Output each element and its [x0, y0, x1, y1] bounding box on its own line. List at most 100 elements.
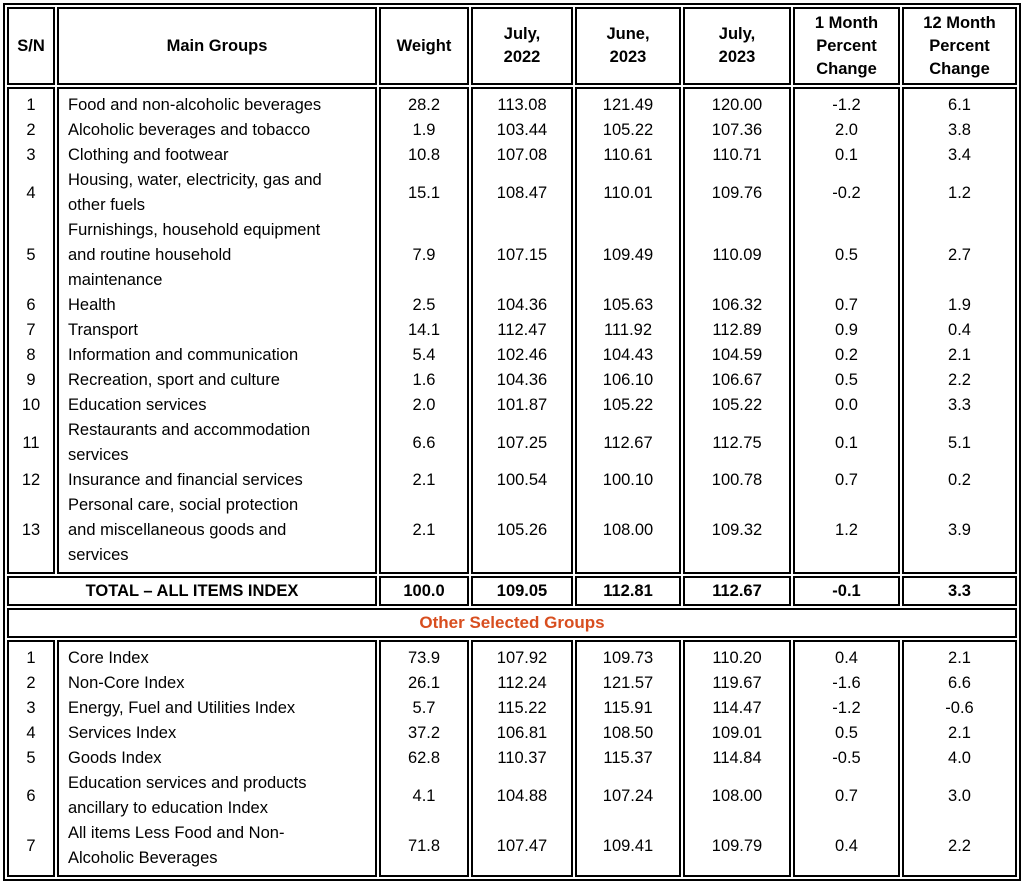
group-name: Housing, water, electricity, gas and oth… — [68, 171, 322, 214]
cell-value: 2.1 — [412, 521, 436, 539]
cell-value: 105.63 — [602, 296, 654, 314]
cell-value: 1.9 — [948, 296, 971, 314]
cell-value: 0.1 — [835, 146, 858, 164]
cell-value: 113.08 — [497, 96, 547, 114]
row-sn: 1 — [26, 649, 36, 667]
cell-value: 105.22 — [711, 396, 763, 414]
total-1-month-change: -0.1 — [793, 576, 900, 606]
column-header-july-2022: July, 2022 — [471, 7, 573, 85]
section-header-row: Other Selected Groups — [7, 608, 1017, 638]
cell-value: 1.9 — [412, 121, 436, 139]
cell-value: 0.7 — [835, 296, 858, 314]
group-name: All items Less Food and Non- Alcoholic B… — [68, 824, 285, 867]
cell-value: 115.22 — [497, 699, 547, 717]
cell-value: 2.1 — [948, 649, 971, 667]
cell-value: 6.1 — [948, 96, 971, 114]
cell-value: 107.08 — [496, 146, 548, 164]
cell-value: 110.01 — [603, 183, 653, 202]
cell-value: 109.73 — [602, 649, 654, 667]
cell-value: 105.26 — [496, 521, 548, 539]
total-july-2023: 112.67 — [683, 576, 791, 606]
value-column: 0.4 -1.6 -1.2 0.5 -0.5 0.7 0.4 — [793, 640, 900, 877]
row-sn: 3 — [26, 146, 36, 164]
cell-value: 105.22 — [602, 396, 654, 414]
row-sn: 11 — [22, 433, 40, 452]
cell-value: 115.91 — [603, 699, 653, 717]
cell-value: 108.47 — [496, 183, 548, 202]
cell-value: 110.61 — [603, 146, 653, 164]
cell-value: 1.6 — [412, 371, 436, 389]
name-column: Food and non-alcoholic beverages Alcoholi… — [57, 87, 377, 574]
total-label: TOTAL – ALL ITEMS INDEX — [7, 576, 377, 606]
cell-value: 37.2 — [407, 724, 441, 742]
value-column: 2.1 6.6 -0.6 2.1 4.0 3.0 2.2 — [902, 640, 1017, 877]
cell-value: 101.87 — [496, 396, 548, 414]
sn-column: 1 2 3 4 5 6 7 — [7, 640, 55, 877]
row-sn: 9 — [26, 371, 36, 389]
cell-value: 108.00 — [711, 786, 763, 805]
group-name: Clothing and footwear — [68, 146, 229, 164]
row-sn: 13 — [21, 521, 41, 539]
cell-value: 109.32 — [711, 521, 763, 539]
group-name: Food and non-alcoholic beverages — [68, 96, 322, 114]
cell-value: 112.47 — [497, 321, 547, 339]
cell-value: 107.92 — [496, 649, 548, 667]
cell-value: -0.5 — [832, 749, 861, 767]
cell-value: 108.50 — [602, 724, 654, 742]
cell-value: 3.9 — [948, 521, 971, 539]
cell-value: -0.6 — [945, 699, 974, 717]
sn-column: 1 2 3 4 5 6 7 8 9 10 11 12 13 — [7, 87, 55, 574]
cell-value: 2.0 — [835, 121, 858, 139]
cell-value: 112.24 — [497, 674, 547, 692]
cell-value: 104.36 — [496, 371, 548, 389]
cell-value: 111.92 — [603, 321, 653, 339]
cell-value: 106.32 — [711, 296, 763, 314]
group-name: Energy, Fuel and Utilities Index — [68, 699, 296, 717]
cell-value: 107.24 — [602, 786, 654, 805]
cell-value: 0.4 — [835, 836, 858, 855]
cell-value: 14.1 — [407, 321, 441, 339]
row-sn: 1 — [26, 96, 36, 114]
value-column: 73.9 26.1 5.7 37.2 62.8 4.1 71.8 — [379, 640, 469, 877]
value-column: 110.20 119.67 114.47 109.01 114.84 108.00 109.… — [683, 640, 791, 877]
cell-value: 112.67 — [603, 433, 653, 452]
group-name: Transport — [68, 321, 138, 339]
column-header-sn: S/N — [7, 7, 55, 85]
cell-value: 4.1 — [412, 786, 436, 805]
cell-value: 0.9 — [835, 321, 858, 339]
group-name: Insurance and financial services — [68, 471, 303, 489]
cell-value: 5.1 — [948, 433, 971, 452]
cell-value: 109.49 — [602, 246, 654, 264]
group-name: Recreation, sport and culture — [68, 371, 280, 389]
group-name: Personal care, social protection and mis… — [68, 496, 299, 564]
group-name: Goods Index — [68, 749, 162, 767]
group-name: Non-Core Index — [68, 674, 185, 692]
cell-value: 104.88 — [496, 786, 548, 805]
value-column: 121.49 105.22 110.61 110.01 109.49 105.63 111.… — [575, 87, 681, 574]
cell-value: 6.6 — [412, 433, 436, 452]
cell-value: 0.0 — [835, 396, 858, 414]
row-sn: 4 — [26, 183, 36, 202]
cell-value: 28.2 — [407, 96, 441, 114]
column-header-july-2023: July, 2023 — [683, 7, 791, 85]
cell-value: 108.00 — [602, 521, 654, 539]
cell-value: 2.7 — [948, 246, 971, 264]
row-sn: 5 — [26, 749, 36, 767]
row-sn: 6 — [26, 786, 36, 805]
cell-value: 0.7 — [835, 471, 858, 489]
cell-value: 71.8 — [407, 836, 441, 855]
cell-value: 102.46 — [496, 346, 548, 364]
cell-value: 104.36 — [496, 296, 548, 314]
total-weight: 100.0 — [379, 576, 469, 606]
row-sn: 7 — [26, 836, 36, 855]
value-column: 113.08 103.44 107.08 108.47 107.15 104.36 112.… — [471, 87, 573, 574]
cell-value: 62.8 — [407, 749, 441, 767]
column-header-main-groups: Main Groups — [57, 7, 377, 85]
cell-value: 0.2 — [835, 346, 858, 364]
cell-value: 3.8 — [948, 121, 971, 139]
row-sn: 5 — [26, 246, 36, 264]
cell-value: 100.10 — [602, 471, 654, 489]
cell-value: 15.1 — [407, 183, 441, 202]
row-sn: 10 — [21, 396, 41, 414]
value-column: 120.00 107.36 110.71 109.76 110.09 106.32 112.… — [683, 87, 791, 574]
